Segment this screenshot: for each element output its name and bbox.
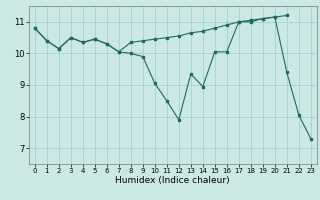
X-axis label: Humidex (Indice chaleur): Humidex (Indice chaleur) (116, 176, 230, 185)
